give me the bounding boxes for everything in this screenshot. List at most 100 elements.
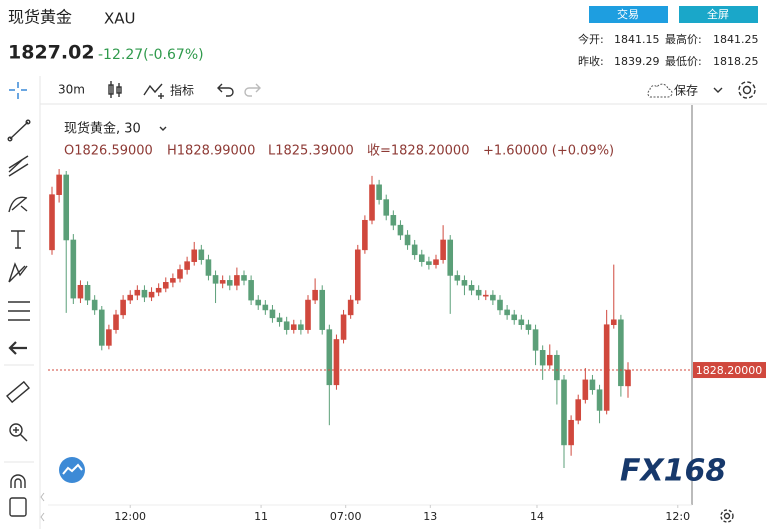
- series-title: 现货黄金, 30: [64, 121, 141, 137]
- candle-body: [262, 304, 269, 311]
- ohlc-high: H1828.99000: [167, 144, 255, 159]
- stat-value: 1841.15: [614, 33, 660, 46]
- indicator-icon[interactable]: [143, 83, 164, 99]
- scroll-arrows[interactable]: [40, 492, 45, 522]
- candle-body: [490, 294, 496, 301]
- indicators-button[interactable]: 指标: [170, 83, 194, 98]
- candle-body: [326, 329, 333, 386]
- candle-body: [84, 284, 91, 301]
- candle-body: [376, 184, 382, 200]
- candle-body: [283, 321, 290, 330]
- undo-icon[interactable]: [217, 83, 234, 97]
- candle-body: [383, 199, 390, 216]
- candle-body: [205, 259, 212, 276]
- plot-area: [49, 169, 631, 469]
- candle-body: [369, 184, 375, 221]
- candle-body: [610, 319, 617, 326]
- candle-body: [525, 324, 532, 330]
- candle-body: [219, 280, 226, 284]
- candle-body: [447, 239, 454, 276]
- candle-body: [226, 280, 233, 286]
- ohlc-open: O1826.59000: [64, 144, 153, 159]
- stat-value: 1818.25: [713, 55, 759, 68]
- candle-body: [354, 249, 361, 301]
- fullscreen-button-label[interactable]: 全屏: [707, 7, 729, 21]
- last-price-label: 1828.20000: [696, 364, 762, 377]
- crosshair-icon[interactable]: [9, 82, 27, 99]
- candle-body: [390, 215, 397, 226]
- series-menu-chevron[interactable]: [159, 126, 167, 131]
- candle-body: [532, 329, 539, 351]
- trade-button[interactable]: [589, 6, 668, 23]
- candle-body: [426, 261, 432, 265]
- candle-body: [497, 299, 503, 311]
- candle-body: [568, 419, 574, 446]
- candle-body: [475, 289, 482, 296]
- ohlc-close: 收=1828.20000: [367, 144, 469, 159]
- candle-body: [340, 314, 347, 340]
- candle-body: [589, 379, 596, 391]
- candle-body: [433, 259, 439, 265]
- cloud-icon[interactable]: [647, 83, 673, 98]
- x-tick-label: 07:00: [330, 510, 362, 523]
- price-change: -12.27(-0.67%): [98, 47, 204, 63]
- candle-body: [70, 239, 77, 299]
- candle-body: [539, 350, 546, 366]
- drawing-tools[interactable]: [6, 119, 31, 517]
- save-menu-chevron[interactable]: [713, 87, 723, 93]
- candle-body: [212, 275, 219, 284]
- save-button[interactable]: 保存: [674, 84, 698, 98]
- ohlc-low: L1825.39000: [268, 144, 354, 159]
- candle-body: [397, 224, 404, 236]
- candle-body: [234, 275, 240, 286]
- candle-body: [561, 379, 567, 446]
- candle-body: [305, 299, 311, 330]
- candle-body: [91, 299, 98, 311]
- candle-body: [49, 194, 55, 251]
- candle-body: [276, 317, 283, 323]
- candle-body: [120, 299, 126, 316]
- candle-body: [162, 282, 169, 289]
- x-tick-label: 14: [530, 510, 544, 523]
- settings-icon[interactable]: [738, 81, 756, 99]
- candle-body: [411, 244, 418, 256]
- candle-body: [511, 314, 518, 321]
- axis-settings-icon[interactable]: [720, 509, 734, 523]
- candle-body: [127, 294, 134, 301]
- candle-body: [319, 289, 326, 330]
- candle-body: [134, 289, 141, 296]
- candle-body: [482, 294, 489, 297]
- interval-button[interactable]: 30m: [58, 83, 85, 97]
- x-tick-label: 12:00: [114, 510, 146, 523]
- candle-body: [191, 249, 198, 262]
- stat-label: 最高价:: [665, 32, 702, 46]
- candle-body: [554, 354, 560, 381]
- fullscreen-button[interactable]: [679, 6, 758, 23]
- candle-type-icon[interactable]: [108, 81, 122, 98]
- stat-label: 最低价:: [665, 55, 702, 68]
- stat-value: 1841.25: [713, 33, 759, 46]
- chart-logo-mark: [62, 463, 83, 475]
- candle-body: [63, 174, 70, 241]
- candle-body: [546, 354, 553, 366]
- candle-body: [141, 289, 148, 298]
- candle-body: [575, 399, 582, 421]
- x-tick-label: 11: [254, 510, 268, 523]
- candle-body: [596, 389, 603, 411]
- candle-body: [454, 275, 461, 281]
- symbol: XAU: [104, 10, 136, 28]
- candle-body: [603, 324, 610, 411]
- stat-value: 1839.29: [614, 55, 660, 68]
- stat-label: 昨收:: [578, 54, 604, 68]
- candle-body: [106, 329, 112, 346]
- redo-icon[interactable]: [244, 83, 261, 97]
- candle-body: [418, 254, 425, 262]
- candle-body: [404, 234, 411, 246]
- candle-body: [290, 324, 297, 330]
- candle-body: [518, 319, 525, 326]
- candle-body: [198, 249, 205, 260]
- candle-body: [625, 369, 631, 387]
- last-price-tag: [693, 362, 766, 379]
- candle-body: [155, 287, 162, 293]
- trade-button-label[interactable]: 交易: [617, 7, 639, 21]
